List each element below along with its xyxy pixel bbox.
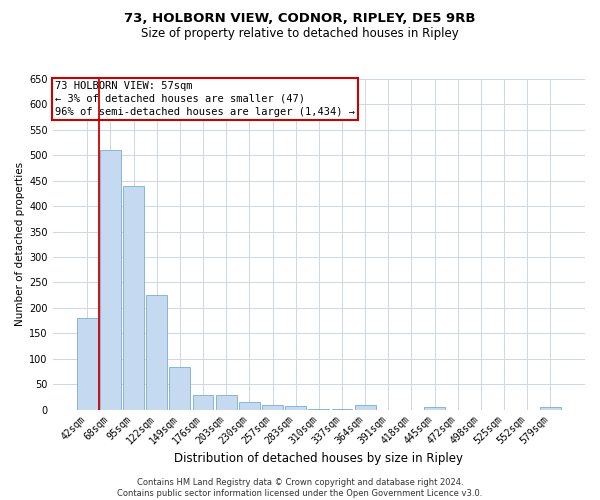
Bar: [77, 318, 98, 410]
Bar: [262, 405, 283, 409]
Bar: [123, 186, 144, 410]
Bar: [100, 150, 121, 409]
Bar: [146, 295, 167, 410]
Bar: [355, 405, 376, 409]
Text: Contains HM Land Registry data © Crown copyright and database right 2024.
Contai: Contains HM Land Registry data © Crown c…: [118, 478, 482, 498]
Text: 73 HOLBORN VIEW: 57sqm
← 3% of detached houses are smaller (47)
96% of semi-deta: 73 HOLBORN VIEW: 57sqm ← 3% of detached …: [55, 80, 355, 117]
Bar: [169, 368, 190, 410]
Bar: [285, 406, 306, 409]
Bar: [332, 408, 352, 410]
Text: 73, HOLBORN VIEW, CODNOR, RIPLEY, DE5 9RB: 73, HOLBORN VIEW, CODNOR, RIPLEY, DE5 9R…: [124, 12, 476, 26]
Bar: [540, 407, 561, 410]
Bar: [216, 396, 236, 409]
Bar: [193, 396, 214, 409]
Bar: [308, 408, 329, 410]
Bar: [424, 407, 445, 410]
X-axis label: Distribution of detached houses by size in Ripley: Distribution of detached houses by size …: [175, 452, 463, 465]
Bar: [239, 402, 260, 409]
Y-axis label: Number of detached properties: Number of detached properties: [15, 162, 25, 326]
Text: Size of property relative to detached houses in Ripley: Size of property relative to detached ho…: [141, 28, 459, 40]
